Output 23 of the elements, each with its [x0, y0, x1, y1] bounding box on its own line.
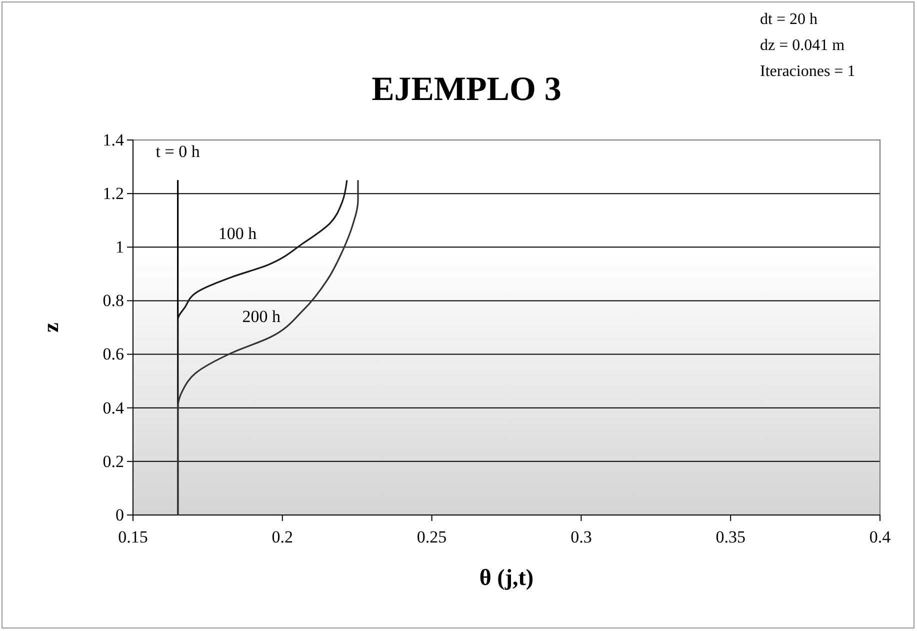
y-tick-label: 0: [116, 505, 124, 524]
y-tick-label: 0.6: [102, 344, 124, 364]
y-tick-label: 1: [116, 238, 124, 257]
x-tick-label: 0.15: [118, 528, 148, 547]
y-tick-label: 1.4: [102, 130, 124, 150]
series-label: 100 h: [218, 224, 258, 244]
x-axis-title: θ (j,t): [479, 565, 534, 590]
y-axis-title: z: [38, 322, 63, 332]
y-tick-label: 1.2: [102, 184, 124, 204]
y-tick-label: 0.2: [102, 452, 124, 471]
x-tick-label: 0.35: [716, 528, 746, 547]
text: dt = 20 h: [760, 11, 818, 28]
y-tick-label: 0.4: [102, 398, 124, 418]
x-tick-label: 0.4: [869, 528, 892, 547]
series-label: t = 0 h: [156, 142, 200, 161]
x-tick-label: 0.2: [272, 528, 294, 547]
series-label: 200 h: [242, 307, 281, 326]
x-tick-label: 0.25: [416, 528, 447, 547]
y-tick-label: 0.8: [102, 291, 124, 310]
x-tick-label: 0.3: [570, 528, 592, 547]
text: Iteraciones = 1: [760, 63, 856, 80]
chart-title: EJEMPLO 3: [372, 71, 562, 108]
text: dz = 0.041 m: [760, 37, 846, 54]
